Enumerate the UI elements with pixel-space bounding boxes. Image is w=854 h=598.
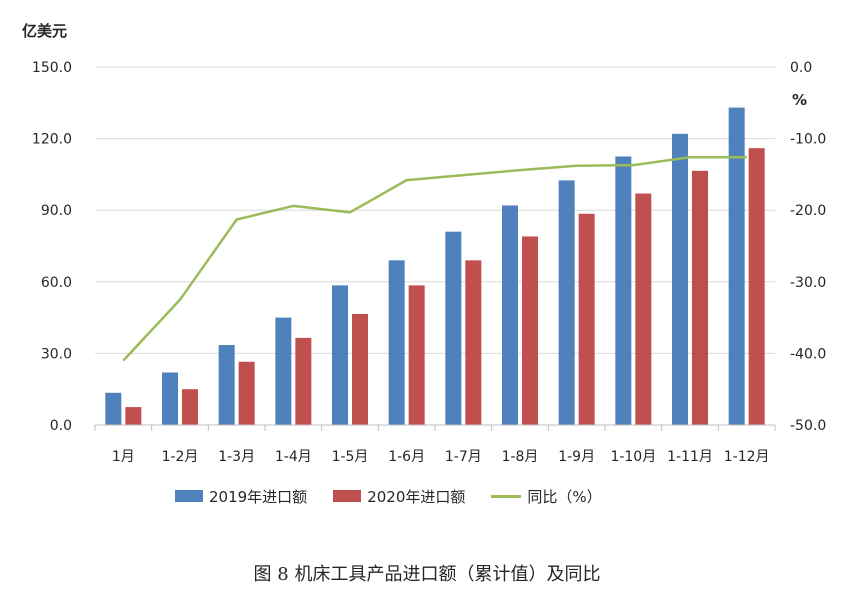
left-tick-label: 150.0 — [32, 60, 72, 76]
bar-2019 — [558, 180, 575, 425]
bar-2020 — [182, 389, 198, 425]
yoy-line — [122, 155, 747, 362]
x-tick-label: 1-3月 — [218, 449, 255, 465]
bar-2019 — [332, 285, 348, 425]
legend-swatch-2020 — [333, 490, 362, 502]
gridlines — [95, 66, 775, 354]
right-axis-unit: % — [792, 91, 807, 109]
bar-2020 — [352, 314, 368, 425]
axes: 0.0 30.0 60.0 90.0 120.0 150.0 -50.0 -40.0 -30.0… — [32, 60, 826, 465]
x-tick-label: 1-11月 — [667, 449, 713, 465]
bar-2019 — [105, 392, 122, 425]
x-tick-label: 1-12月 — [724, 449, 770, 465]
bar-2019 — [275, 317, 292, 425]
bar-2019 — [615, 156, 632, 425]
x-tick-label: 1-6月 — [388, 449, 425, 465]
bar-2020 — [578, 213, 595, 425]
left-axis-unit: 亿美元 — [22, 22, 67, 40]
left-tick-label: 120.0 — [32, 132, 72, 148]
bar-2019 — [728, 107, 745, 425]
bar-2020 — [125, 407, 142, 425]
bar-2019 — [672, 133, 688, 425]
bar-2020 — [522, 236, 538, 425]
left-tick-label: 30.0 — [41, 346, 72, 362]
legend-label-2019: 2019年进口额 — [209, 487, 308, 506]
x-tick-label: 1-2月 — [162, 449, 199, 465]
x-tick-label: 1-9月 — [558, 449, 595, 465]
bars — [105, 107, 765, 425]
legend: 2019年进口额 2020年进口额 同比（%） — [175, 484, 628, 508]
left-tick-label: 60.0 — [41, 275, 72, 291]
right-tick-label: -10.0 — [790, 132, 826, 148]
x-tick-label: 1-8月 — [502, 449, 539, 465]
combo-chart: 0.0 30.0 60.0 90.0 120.0 150.0 -50.0 -40.0 -30.0… — [22, 22, 826, 465]
left-tick-label: 90.0 — [41, 203, 72, 219]
legend-item-yoy: 同比（%） — [491, 486, 602, 507]
right-tick-label: -40.0 — [790, 346, 826, 362]
legend-label-2020: 2020年进口额 — [367, 487, 466, 506]
legend-swatch-yoy — [491, 494, 522, 498]
right-tick-label: -30.0 — [790, 275, 826, 291]
x-tick-label: 1-10月 — [610, 449, 656, 465]
bar-2020 — [465, 260, 482, 425]
legend-item-2019: 2019年进口额 — [175, 486, 307, 507]
left-tick-label: 0.0 — [50, 418, 72, 434]
right-tick-label: -50.0 — [790, 418, 826, 434]
yoy-line-series — [122, 155, 747, 362]
x-tick-label: 1月 — [112, 449, 135, 465]
bar-2020 — [238, 361, 255, 425]
bar-2020 — [635, 193, 652, 425]
x-tick-label: 1-7月 — [445, 449, 482, 465]
figure-caption: 图 8 机床工具产品进口额（累计值）及同比 — [253, 564, 601, 585]
x-tick-label: 1-4月 — [275, 449, 312, 465]
legend-item-2020: 2020年进口额 — [333, 486, 465, 507]
bar-2019 — [388, 260, 405, 425]
bar-2020 — [408, 285, 425, 425]
bar-2020 — [692, 170, 708, 425]
bar-2019 — [502, 205, 518, 425]
bar-2019 — [162, 372, 178, 425]
bar-2019 — [218, 345, 235, 425]
bar-2019 — [445, 231, 462, 425]
legend-label-yoy: 同比（%） — [527, 487, 602, 506]
bar-2020 — [295, 337, 312, 425]
legend-swatch-2019 — [175, 490, 203, 502]
x-tick-label: 1-5月 — [332, 449, 369, 465]
right-tick-label: 0.0 — [790, 60, 812, 76]
bar-2020 — [748, 148, 765, 425]
right-tick-label: -20.0 — [790, 203, 826, 219]
